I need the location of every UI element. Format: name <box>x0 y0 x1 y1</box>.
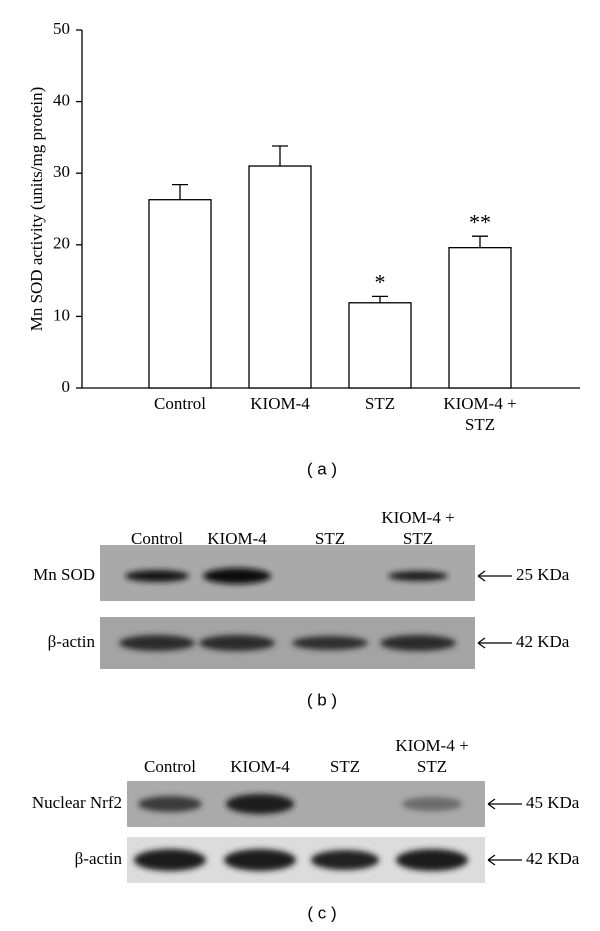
significance-mark: ** <box>469 209 491 234</box>
lane-label: KIOM-4 <box>207 529 267 548</box>
x-tick-label: Control <box>154 394 206 413</box>
row-label: Nuclear Nrf2 <box>32 793 122 812</box>
panel-label: ( c ) <box>307 903 336 922</box>
panel-label: ( b ) <box>307 690 337 709</box>
bar <box>248 165 312 389</box>
error-bar <box>372 295 388 303</box>
size-label: 45 KDa <box>526 793 580 812</box>
arrow <box>487 854 522 866</box>
arrow <box>487 798 522 810</box>
lane-label: Control <box>144 757 196 776</box>
y-tick-label: 50 <box>53 19 70 38</box>
y-tick-label: 20 <box>53 234 70 253</box>
bands <box>119 568 456 651</box>
lane-label: STZ <box>330 757 360 776</box>
y-axis-label: Mn SOD activity (units/mg protein) <box>27 87 46 332</box>
y-tick-label: 10 <box>53 305 70 324</box>
lane-label: STZ <box>315 529 345 548</box>
size-label: 25 KDa <box>516 565 570 584</box>
y-tick-label: 30 <box>53 162 70 181</box>
bar <box>148 199 212 389</box>
arrow <box>477 637 512 649</box>
bands <box>134 794 468 871</box>
panel-label: ( a ) <box>307 459 337 478</box>
y-tick-label: 0 <box>62 377 71 396</box>
x-tick-label: STZ <box>365 394 395 413</box>
row-label: β-actin <box>75 849 123 868</box>
error-bar <box>472 235 488 248</box>
row-label: Mn SOD <box>33 565 95 584</box>
y-tick-label: 40 <box>53 91 70 110</box>
size-label: 42 KDa <box>516 632 570 651</box>
size-label: 42 KDa <box>526 849 580 868</box>
error-bar <box>172 184 188 200</box>
error-bar <box>272 145 288 167</box>
arrow <box>477 570 512 582</box>
x-tick-label: KIOM-4 <box>250 394 310 413</box>
lane-label: KIOM-4 <box>230 757 290 776</box>
lane-label: Control <box>131 529 183 548</box>
row-label: β-actin <box>48 632 96 651</box>
lane-label: KIOM-4 + STZ <box>395 736 468 776</box>
bar <box>448 247 512 389</box>
x-tick-label: KIOM-4 + STZ <box>443 394 516 434</box>
significance-mark: * <box>375 269 386 294</box>
lane-label: KIOM-4 + STZ <box>381 508 454 548</box>
bar <box>348 302 412 389</box>
